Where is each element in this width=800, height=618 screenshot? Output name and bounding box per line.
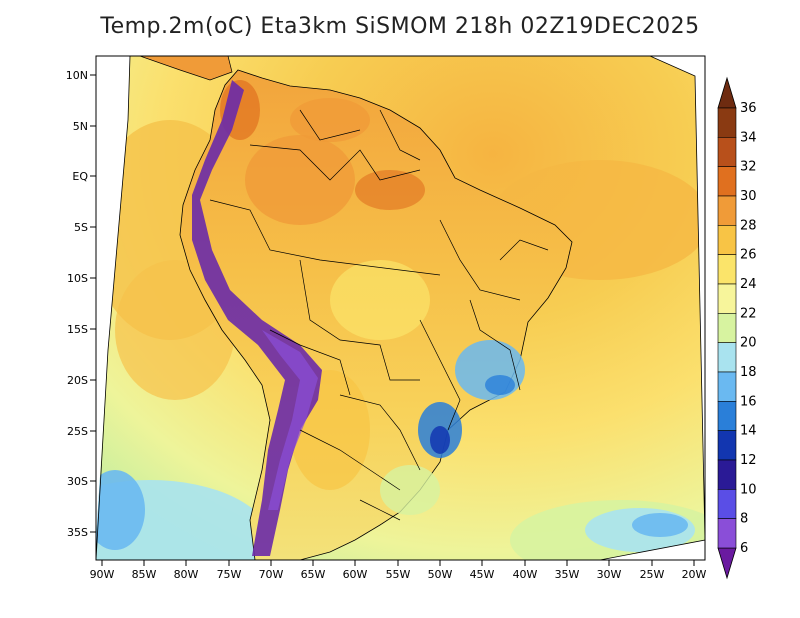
colorbar-swatch bbox=[717, 489, 737, 519]
lon-axis: 90W 85W 80W 75W 70W 65W 60W 55W 50W 45W … bbox=[90, 560, 707, 581]
colorbar-label: 8 bbox=[740, 512, 748, 527]
colorbar-swatch bbox=[717, 313, 737, 343]
colorbar-swatch bbox=[717, 459, 737, 490]
country-borders bbox=[209, 109, 549, 521]
colorbar-swatch bbox=[717, 254, 737, 285]
lat-label: 5N bbox=[73, 120, 88, 133]
central-america bbox=[139, 56, 233, 81]
colorbar-bottom-arrow bbox=[717, 547, 737, 580]
colorbar-label: 10 bbox=[740, 482, 757, 497]
colorbar-label: 20 bbox=[740, 336, 757, 351]
colorbar-swatch bbox=[717, 371, 737, 402]
lon-label: 90W bbox=[90, 568, 115, 581]
colorbar-label: 32 bbox=[740, 160, 757, 175]
lon-label: 25W bbox=[640, 568, 665, 581]
colorbar-swatch bbox=[717, 283, 737, 314]
lon-label: 50W bbox=[428, 568, 453, 581]
lon-label: 55W bbox=[386, 568, 411, 581]
lon-label: 35W bbox=[555, 568, 580, 581]
lat-axis: 10N 5N EQ 5S 10S 15S 20S 25S 30S 35S bbox=[66, 69, 96, 539]
colorbar-swatch bbox=[717, 225, 737, 255]
colorbar-label: 6 bbox=[740, 541, 748, 556]
colorbar-label: 22 bbox=[740, 306, 757, 321]
map-title: Temp.2m(oC) Eta3km SiSMOM 218h 02Z19DEC2… bbox=[100, 14, 700, 39]
lon-label: 45W bbox=[470, 568, 495, 581]
colorbar-swatch bbox=[717, 166, 737, 197]
lon-label: 65W bbox=[301, 568, 326, 581]
colorbar-label: 34 bbox=[740, 130, 757, 145]
lat-label: EQ bbox=[72, 170, 88, 183]
lon-label: 30W bbox=[597, 568, 622, 581]
lon-label: 75W bbox=[217, 568, 242, 581]
colorbar-label: 12 bbox=[740, 453, 757, 468]
colorbar-label: 18 bbox=[740, 365, 757, 380]
colorbar-label: 28 bbox=[740, 218, 757, 233]
amazon-hot-zone bbox=[245, 135, 355, 225]
pacific-cool-zone bbox=[96, 480, 270, 560]
lat-label: 5S bbox=[74, 221, 88, 234]
lat-label: 30S bbox=[67, 475, 88, 488]
lon-label: 70W bbox=[259, 568, 284, 581]
lon-label: 60W bbox=[343, 568, 368, 581]
colorbar-swatch bbox=[717, 401, 737, 431]
colorbar-swatch bbox=[717, 195, 737, 226]
lat-label: 25S bbox=[67, 425, 88, 438]
colorbar-swatch bbox=[717, 107, 737, 138]
colorbar-swatch bbox=[717, 518, 737, 549]
colorbar-label: 24 bbox=[740, 277, 757, 292]
lat-label: 20S bbox=[67, 374, 88, 387]
lon-label: 80W bbox=[174, 568, 199, 581]
colorbar-swatch bbox=[717, 430, 737, 461]
lon-label: 40W bbox=[513, 568, 538, 581]
lat-label: 15S bbox=[67, 323, 88, 336]
colorbar: 36 34 32 30 28 26 24 22 20 18 16 14 12 10 8 6 bbox=[717, 76, 757, 580]
colorbar-label: 26 bbox=[740, 248, 757, 263]
axes-box bbox=[95, 55, 706, 561]
colorbar-top-arrow bbox=[717, 76, 737, 109]
lon-label: 85W bbox=[132, 568, 157, 581]
lat-label: 10N bbox=[66, 69, 88, 82]
colorbar-label: 14 bbox=[740, 424, 757, 439]
colorbar-label: 30 bbox=[740, 189, 757, 204]
map-panel bbox=[96, 56, 705, 560]
lon-label: 20W bbox=[682, 568, 707, 581]
colorbar-label: 16 bbox=[740, 394, 757, 409]
colorbar-label: 36 bbox=[740, 101, 757, 116]
colorbar-swatch bbox=[717, 342, 737, 373]
lat-label: 10S bbox=[67, 272, 88, 285]
colorbar-swatch bbox=[717, 137, 737, 167]
lat-label: 35S bbox=[67, 526, 88, 539]
